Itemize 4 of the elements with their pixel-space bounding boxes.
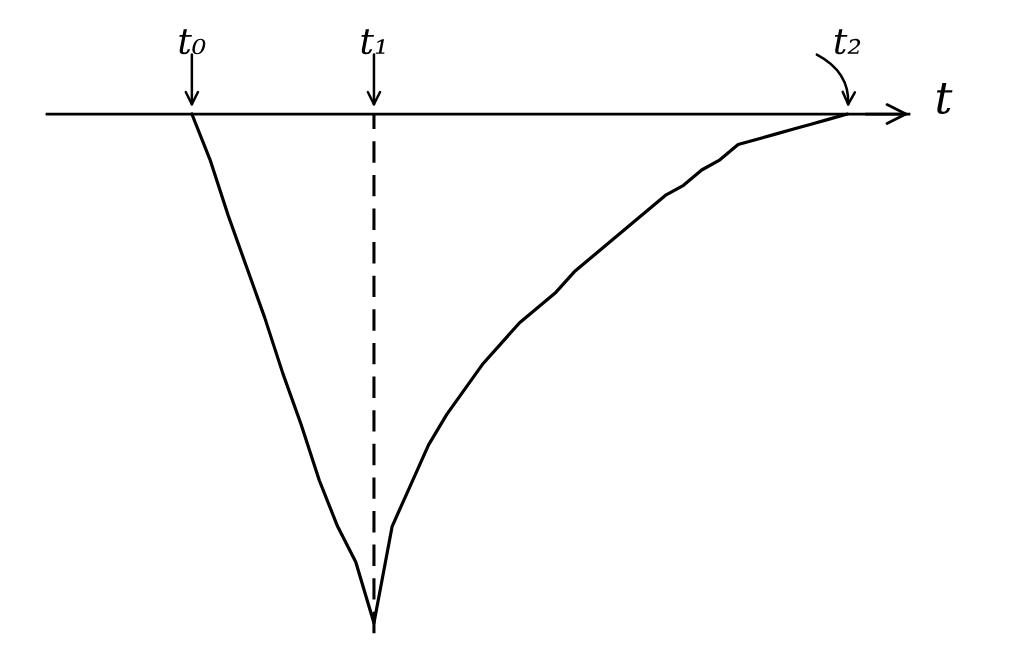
x-axis-title: t — [936, 83, 953, 114]
x-tick-label: t₁ — [361, 29, 385, 55]
x-tick-label: t₀ — [179, 29, 206, 55]
x-tick-label: t₂ — [834, 29, 861, 55]
